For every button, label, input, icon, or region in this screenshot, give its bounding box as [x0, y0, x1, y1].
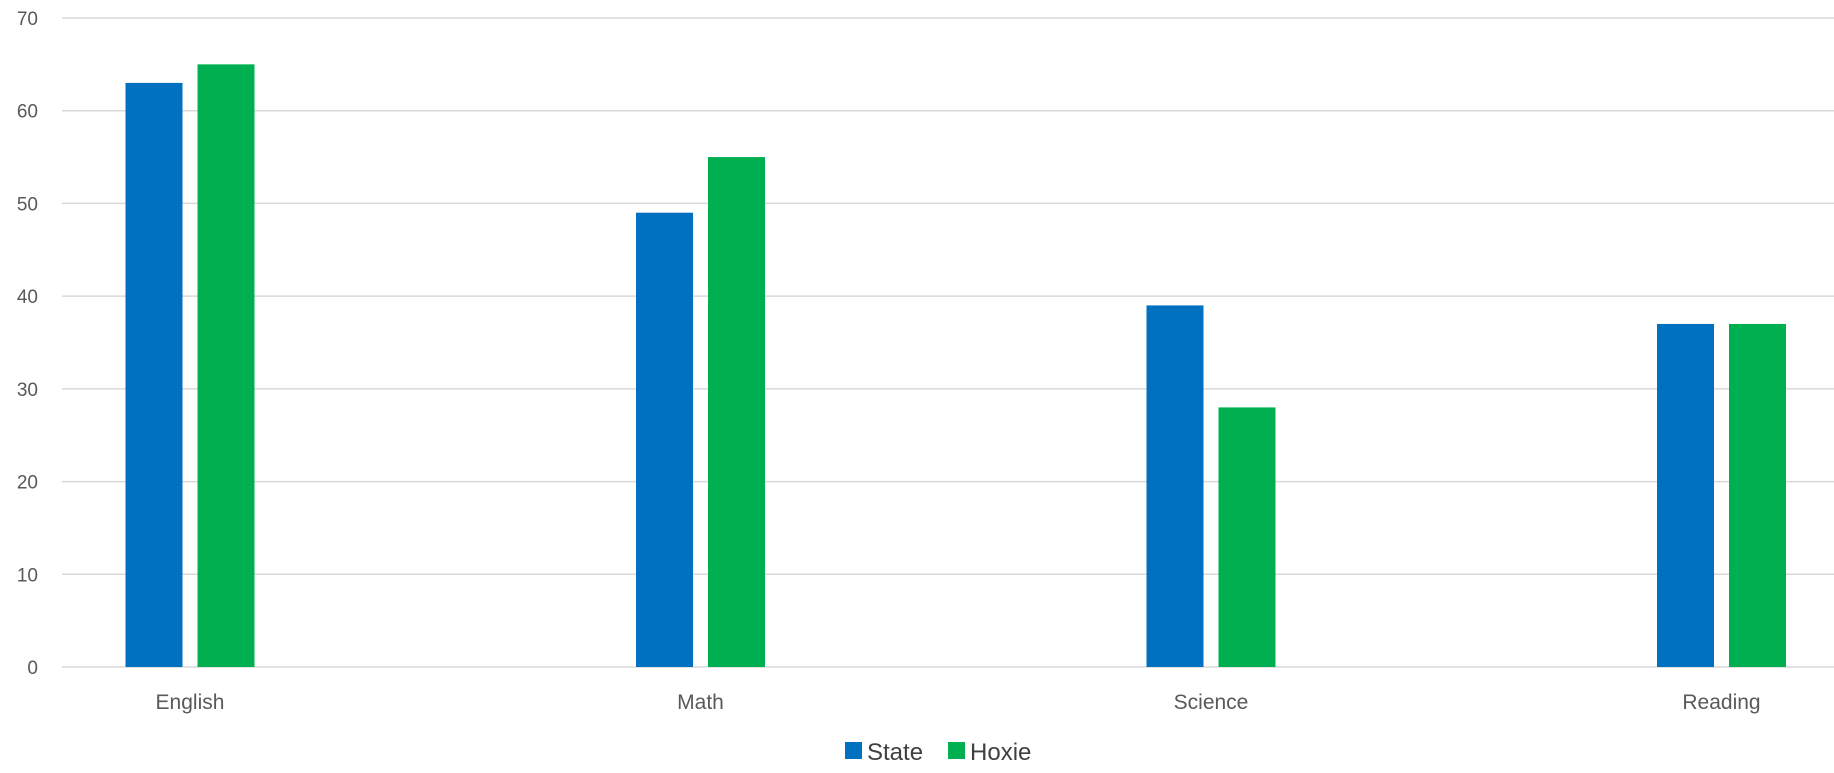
legend-swatch-hoxie [948, 742, 966, 759]
y-tick-label: 70 [17, 9, 38, 30]
bar-hoxie-math [708, 157, 765, 668]
y-tick-label: 60 [17, 102, 38, 123]
y-tick-label: 10 [17, 565, 38, 586]
x-tick-label: Reading [1682, 691, 1760, 714]
y-axis-ticks: 0 10 20 30 40 50 60 70 [17, 9, 38, 679]
bar-hoxie-english [197, 64, 255, 668]
x-tick-label: English [156, 691, 225, 714]
bar-state-english [125, 82, 183, 667]
x-tick-label: Science [1174, 691, 1249, 714]
gridlines [62, 17, 1834, 668]
legend-label-hoxie: Hoxie [970, 739, 1031, 766]
bar-state-science [1146, 305, 1204, 667]
bar-state-math [636, 212, 693, 667]
bar-hoxie-science [1218, 407, 1276, 667]
y-tick-label: 20 [17, 473, 38, 494]
legend: State Hoxie [845, 739, 1031, 766]
x-axis-labels: English Math Science Reading [156, 691, 1761, 714]
y-tick-label: 40 [17, 287, 38, 308]
y-tick-label: 0 [27, 658, 38, 679]
y-tick-label: 50 [17, 194, 38, 215]
y-tick-label: 30 [17, 380, 38, 401]
legend-swatch-state [845, 742, 862, 759]
bars [125, 64, 1786, 668]
legend-label-state: State [867, 739, 923, 766]
bar-hoxie-reading [1729, 323, 1786, 667]
bar-state-reading [1657, 323, 1714, 667]
x-tick-label: Math [677, 691, 724, 714]
